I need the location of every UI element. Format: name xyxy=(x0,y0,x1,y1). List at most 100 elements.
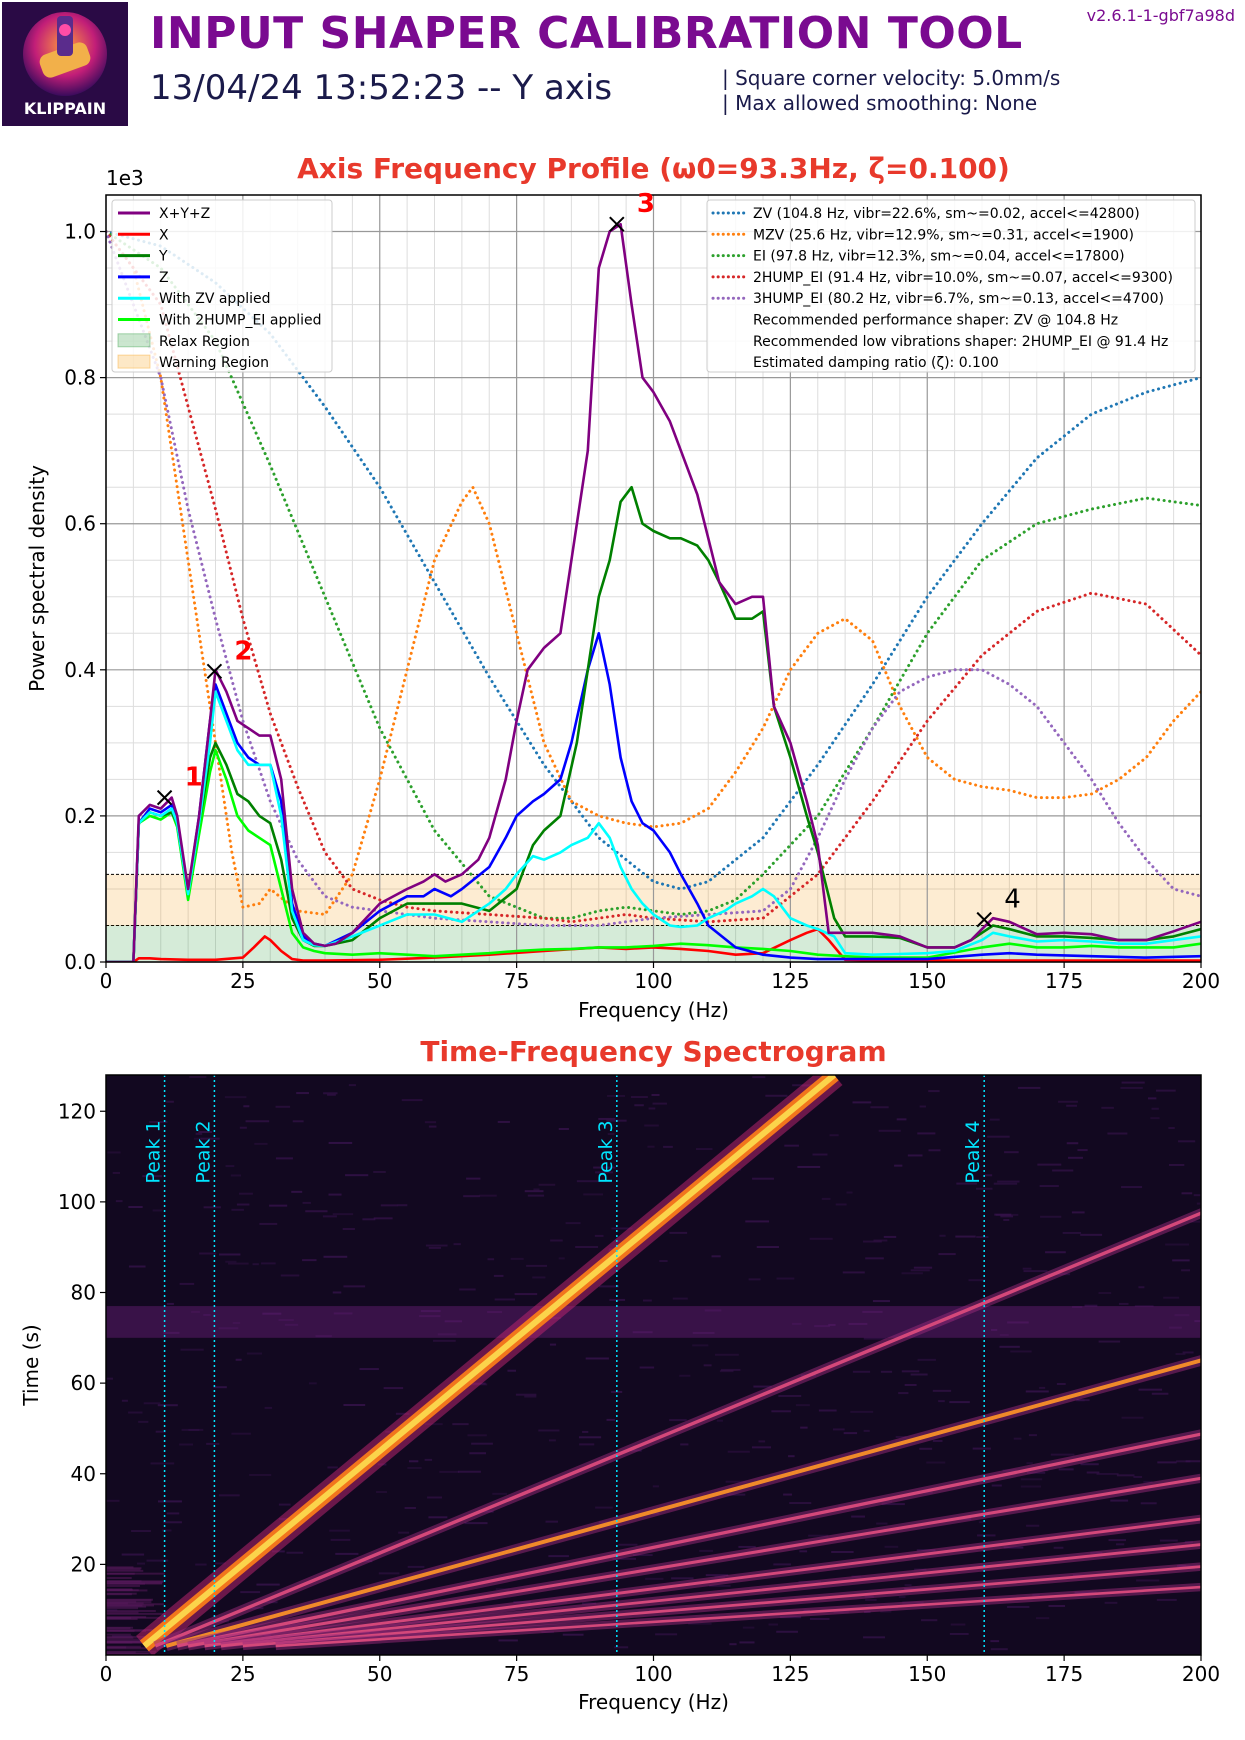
noise-streak xyxy=(342,1227,355,1230)
noise-streak xyxy=(106,1569,144,1572)
sweep-core xyxy=(142,1075,837,1649)
noise-streak xyxy=(632,1331,653,1334)
noise-streak xyxy=(776,1630,798,1633)
noise-streak xyxy=(1151,1392,1169,1395)
y-tick-label: 1.0 xyxy=(64,220,96,244)
noise-streak xyxy=(578,1436,602,1439)
noise-streak xyxy=(695,1148,713,1151)
noise-streak xyxy=(1086,1471,1100,1474)
noise-streak xyxy=(1058,1468,1074,1471)
noise-streak xyxy=(1175,1353,1186,1356)
noise-streak xyxy=(200,1137,220,1140)
noise-streak xyxy=(863,1636,886,1639)
noise-streak xyxy=(705,1574,729,1577)
noise-streak xyxy=(898,1595,906,1598)
noise-streak xyxy=(203,1313,211,1316)
noise-streak xyxy=(264,1406,273,1409)
legend-label: Warning Region xyxy=(159,355,269,371)
y-tick-label: 80 xyxy=(71,1281,96,1305)
noise-streak xyxy=(1096,1472,1119,1475)
noise-streak xyxy=(218,1494,240,1497)
noise-streak xyxy=(1191,1220,1201,1223)
noise-streak xyxy=(863,1429,870,1432)
peak-marker xyxy=(609,216,625,232)
noise-streak xyxy=(195,1563,207,1566)
y-tick-label: 100 xyxy=(58,1190,96,1214)
noise-streak xyxy=(652,1485,659,1488)
noise-streak xyxy=(669,1419,687,1422)
noise-streak xyxy=(1077,1149,1088,1152)
noise-streak xyxy=(1020,1478,1043,1481)
noise-streak xyxy=(328,1141,353,1144)
noise-streak xyxy=(106,1611,139,1614)
noise-streak xyxy=(232,1321,241,1324)
noise-streak xyxy=(213,1386,227,1389)
legend-note: Estimated damping ratio (ζ): 0.100 xyxy=(753,355,999,371)
noise-streak xyxy=(765,1094,788,1097)
noise-streak xyxy=(611,1227,633,1230)
noise-streak xyxy=(976,1236,989,1239)
noise-streak xyxy=(575,1246,599,1249)
peak-marker xyxy=(976,911,992,928)
spectrogram-chart: Peak 1 Peak 2 Peak 3 Peak 4 0 25 50 75 100 125 150… xyxy=(19,1035,1220,1714)
noise-streak xyxy=(714,1353,739,1356)
noise-streak xyxy=(873,1239,888,1242)
noise-streak xyxy=(146,1559,169,1562)
noise-streak xyxy=(1104,1601,1118,1604)
noise-streak xyxy=(1194,1320,1201,1323)
noise-streak xyxy=(647,1145,655,1148)
noise-streak xyxy=(606,1418,616,1421)
x-tick-label: 150 xyxy=(908,969,946,993)
noise-streak xyxy=(428,1516,448,1519)
noise-streak xyxy=(206,1442,220,1445)
noise-streak xyxy=(425,1244,448,1247)
noise-streak xyxy=(758,1440,766,1443)
noise-streak xyxy=(655,1633,678,1636)
noise-streak xyxy=(224,1096,247,1099)
x-tick-label: 0 xyxy=(100,969,113,993)
noise-streak xyxy=(843,1432,858,1435)
noise-streak xyxy=(1007,1605,1030,1608)
frequency-profile-chart: 0 25 50 75 100 125 150 175 200 0.0 0.2 0.4 0.6 0.8 1.0… xyxy=(25,152,1220,1022)
noise-streak xyxy=(594,1234,604,1237)
x-tick-label: 200 xyxy=(1182,969,1220,993)
noise-streak xyxy=(1136,1579,1160,1582)
noise-streak xyxy=(249,1473,272,1476)
series-line xyxy=(106,690,1201,962)
noise-streak xyxy=(1121,1186,1143,1189)
noise-streak xyxy=(1028,1434,1037,1437)
noise-streak xyxy=(692,1331,715,1334)
noise-streak xyxy=(106,1633,131,1636)
noise-streak xyxy=(218,1253,241,1256)
noise-streak xyxy=(1068,1156,1083,1159)
noise-streak xyxy=(609,1298,626,1301)
noise-streak xyxy=(166,1512,180,1515)
version-label: v2.6.1-1-gbf7a98d xyxy=(1086,6,1235,25)
noise-streak xyxy=(246,1352,263,1355)
noise-streak xyxy=(663,1145,673,1148)
noise-streak xyxy=(1062,1231,1082,1234)
noise-streak xyxy=(106,1646,127,1649)
series-line xyxy=(106,230,1201,927)
noise-streak xyxy=(1023,1270,1048,1273)
noise-streak xyxy=(1159,1539,1178,1542)
noise-streak xyxy=(1176,1460,1191,1463)
noise-streak xyxy=(245,1120,270,1123)
noise-streak xyxy=(999,1345,1020,1348)
noise-streak xyxy=(679,1374,691,1377)
noise-streak xyxy=(218,1327,239,1330)
x-tick-label: 50 xyxy=(367,1662,392,1686)
noise-streak xyxy=(115,1200,123,1203)
legend-label: ZV (104.8 Hz, vibr=22.6%, sm~=0.02, acce… xyxy=(753,206,1140,222)
legend-swatch xyxy=(117,354,151,369)
noise-streak xyxy=(727,1493,746,1496)
noise-streak xyxy=(999,1333,1009,1336)
noise-streak xyxy=(1138,1286,1145,1289)
noise-streak xyxy=(240,1591,261,1594)
noise-streak xyxy=(720,1368,741,1371)
noise-streak xyxy=(1155,1089,1176,1092)
noise-streak xyxy=(917,1132,936,1135)
noise-streak xyxy=(852,1370,871,1373)
sweep-line xyxy=(275,1585,1201,1648)
noise-streak xyxy=(565,1222,581,1225)
